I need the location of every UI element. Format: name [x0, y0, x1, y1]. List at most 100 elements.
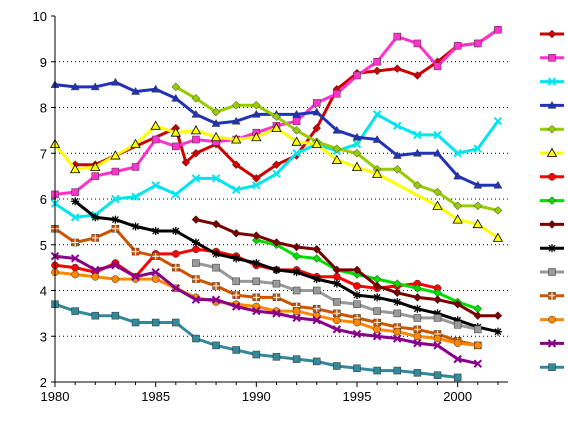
legend-entry-4	[540, 100, 564, 109]
series-13-point-13	[292, 307, 301, 315]
series-12-point-10	[232, 291, 240, 299]
series-6-point-15	[331, 154, 343, 165]
series-10-point-10	[252, 259, 261, 268]
series-5-point-5	[251, 100, 261, 110]
series-9-point-14	[453, 299, 463, 309]
series-4-point-2	[70, 82, 80, 91]
series-4-point-8	[191, 109, 201, 118]
series-12-point-3	[91, 234, 100, 242]
series-7	[51, 245, 442, 293]
legend-marker-2	[548, 54, 556, 62]
series-12-point-11	[252, 293, 261, 302]
legend-entry-6	[540, 147, 564, 157]
series-2-point-8	[192, 135, 200, 144]
series-14-point-13	[292, 313, 301, 323]
legend-entry-10	[540, 244, 564, 253]
series-11-point-9	[353, 300, 361, 308]
series-10-point-22	[493, 327, 502, 336]
series-6-point-19	[452, 214, 463, 224]
series-3-point-5	[131, 192, 140, 201]
series-8-point-1	[251, 235, 261, 245]
series-3-point-4	[111, 194, 120, 204]
series-14-point-11	[252, 306, 261, 316]
series-2-point-23	[494, 25, 502, 34]
series-9-point-2	[211, 219, 221, 229]
series-10-point-11	[272, 265, 281, 274]
series-15-point-2	[71, 307, 79, 315]
series-2-point-14	[312, 99, 321, 107]
series-9-point-16	[493, 311, 503, 321]
legend-entry-9	[540, 220, 564, 229]
series-5-point-12	[392, 164, 402, 174]
series-15-point-20	[433, 371, 442, 379]
axis-layer: 2 3 4 5 6 7 8 9 10 1980 1985 1990 1995 2000	[33, 9, 508, 404]
series-4-point-9	[211, 119, 221, 127]
series-13-line	[54, 270, 478, 347]
series-3-point-8	[191, 174, 201, 183]
series-11-point-8	[333, 298, 341, 306]
series-10-point-17	[393, 297, 402, 306]
series-10-point-1	[71, 197, 80, 206]
legend-marker-9	[547, 220, 557, 229]
series-5-point-2	[191, 93, 201, 103]
series-15-point-12	[272, 353, 281, 361]
series-11-point-4	[252, 277, 261, 286]
series-15-point-14	[312, 357, 321, 366]
legend-marker-5	[547, 124, 557, 134]
legend-marker-14	[547, 339, 557, 348]
series-3-point-10	[231, 185, 241, 195]
series-3-point-2	[70, 213, 80, 222]
series-10-point-13	[312, 275, 321, 284]
series-10-point-14	[332, 279, 341, 288]
series-14-point-18	[393, 334, 402, 343]
legend-marker-13	[548, 315, 556, 324]
series-10-point-20	[453, 316, 462, 325]
series-2-point-19	[413, 39, 422, 48]
series-6-point-2	[69, 163, 81, 174]
series-14-point-5	[131, 272, 140, 281]
legend-marker-7	[548, 172, 556, 181]
series-11-point-12	[413, 314, 422, 322]
series-8-point-3	[292, 251, 301, 261]
series-9-point-5	[272, 238, 281, 247]
series-1-point-7	[231, 160, 241, 170]
series-12-point-9	[212, 282, 220, 290]
series-1-point-16	[413, 71, 422, 80]
series-3-point-9	[211, 174, 221, 183]
series-5-point-4	[231, 100, 241, 110]
series-10-point-15	[353, 291, 361, 300]
series-15-point-3	[91, 311, 100, 320]
series-11-point-14	[453, 321, 462, 329]
legend-entry-3	[540, 77, 564, 86]
y-tick-label-6: 6	[40, 192, 47, 207]
series-10-point-19	[433, 309, 442, 318]
series-6-point-9	[210, 131, 222, 142]
series-3-point-17	[372, 110, 382, 119]
series-13-point-21	[453, 339, 462, 347]
legend-marker-10	[548, 244, 556, 253]
legend-entry-1	[540, 29, 564, 39]
series-14-point-3	[91, 265, 100, 275]
series-6-point-11	[251, 131, 262, 142]
legend-marker-12	[548, 292, 556, 300]
series-15-point-10	[232, 346, 240, 354]
series-4-point-13	[292, 109, 302, 118]
series-12-point-2	[71, 238, 79, 247]
series-6-point-8	[190, 125, 202, 135]
series-4-point-19	[412, 148, 422, 157]
series-14-point-16	[352, 329, 362, 339]
series-5-point-17	[493, 206, 503, 215]
series-3-point-6	[151, 181, 160, 190]
series-4-point-22	[473, 180, 483, 189]
y-tick-label-9: 9	[40, 55, 47, 70]
series-layer	[49, 25, 504, 382]
series-14-point-2	[70, 254, 80, 263]
series-6-point-3	[90, 161, 101, 171]
series-6	[49, 120, 504, 242]
series-5-point-14	[433, 187, 442, 197]
series-10-point-8	[212, 249, 221, 258]
legend-marker-11	[548, 268, 556, 276]
series-10-point-7	[191, 238, 200, 247]
series-15-point-4	[111, 311, 120, 320]
series-12-point-17	[373, 318, 381, 327]
